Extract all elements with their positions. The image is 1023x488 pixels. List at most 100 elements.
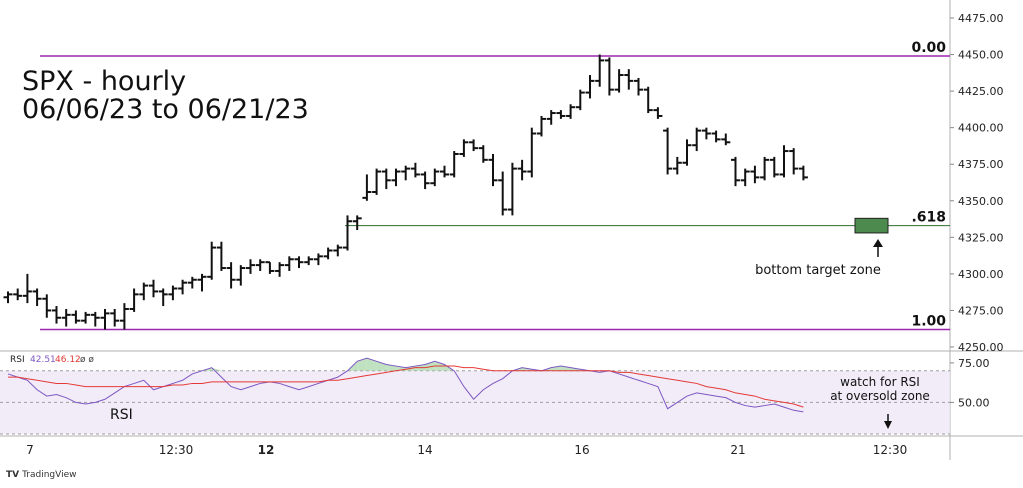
price-tick-label: 4300.00 <box>958 268 1004 281</box>
ohlc-bar <box>333 244 343 257</box>
ohlc-bar <box>168 285 178 301</box>
ohlc-bar <box>566 104 576 119</box>
price-tick-label: 4250.00 <box>958 341 1004 354</box>
ohlc-bar <box>760 156 770 181</box>
ohlc-bar <box>595 54 605 87</box>
ohlc-bar <box>614 69 624 93</box>
ohlc-bar <box>149 279 158 298</box>
time-tick-label: 14 <box>417 443 432 457</box>
time-tick-label: 7 <box>26 443 34 457</box>
rsi-overbought-fill <box>366 358 377 371</box>
price-tick-label: 4350.00 <box>958 195 1004 208</box>
ohlc-bar <box>323 247 333 260</box>
ohlc-bar <box>740 168 750 187</box>
price-tick-label: 4375.00 <box>958 158 1004 171</box>
ohlc-bar <box>110 308 120 327</box>
ohlc-bar <box>343 215 352 251</box>
ohlc-bar <box>624 69 634 90</box>
ohlc-bar <box>527 127 537 178</box>
ohlc-bar <box>32 288 42 307</box>
rsi-tick-label: 50.00 <box>958 396 990 409</box>
ohlc-bar <box>13 288 23 301</box>
ohlc-bar <box>478 145 488 163</box>
rsi-line <box>7 357 804 413</box>
time-tick-label: 21 <box>730 443 745 457</box>
ohlc-bar <box>362 174 372 201</box>
ohlc-bar <box>187 276 197 289</box>
rsi-overbought-fill <box>357 358 367 371</box>
chart-title: SPX - hourly <box>22 66 187 97</box>
ohlc-bar <box>265 261 275 274</box>
ohlc-bar <box>42 294 52 318</box>
ohlc-bar <box>663 127 673 175</box>
ohlc-bar <box>634 77 643 96</box>
ohlc-bar <box>61 308 71 327</box>
fib-level-label: 1.00 <box>911 313 946 329</box>
fib-level-label: .618 <box>911 210 946 226</box>
ohlc-bar <box>178 279 188 295</box>
rsi-overbought-fill <box>551 366 561 371</box>
ohlc-bar <box>90 311 100 327</box>
ohlc-bar <box>459 139 469 157</box>
target-zone-label: bottom target zone <box>755 263 881 278</box>
ohlc-bar <box>537 115 546 137</box>
ohlc-bar <box>449 151 459 178</box>
ohlc-bar <box>216 241 226 271</box>
rsi-legend-name: RSI <box>10 355 25 365</box>
ohlc-bar <box>672 156 682 175</box>
target-zone-box <box>854 217 889 234</box>
ohlc-bar <box>313 253 323 266</box>
rsi-overbought-fill <box>376 361 387 371</box>
ohlc-bar <box>197 273 207 292</box>
ohlc-bar <box>789 148 799 175</box>
time-tick-label: 12:30 <box>873 443 908 457</box>
ohlc-bar <box>255 259 265 271</box>
ohlc-bar <box>236 265 246 286</box>
ohlc-bar <box>139 282 149 301</box>
ohlc-bar <box>750 165 760 184</box>
ohlc-bar <box>391 168 401 187</box>
price-tick-label: 4425.00 <box>958 85 1004 98</box>
ohlc-bar <box>440 165 449 178</box>
ohlc-bar <box>575 89 585 111</box>
rsi-annotation-line1: watch for RSI <box>840 375 920 389</box>
ohlc-bar <box>304 256 314 266</box>
chart-subtitle: 06/06/23 to 06/21/23 <box>22 94 309 125</box>
ohlc-bar <box>469 139 479 152</box>
rsi-overbought-fill <box>560 366 571 371</box>
tradingview-logo: TV TradingView <box>6 470 77 480</box>
ohlc-bar <box>604 57 614 96</box>
ohlc-bar <box>701 127 711 140</box>
ohlc-bar <box>498 171 508 216</box>
price-pane: 4475.00 4450.00 4425.00 4400.00 4375.00 4350.… <box>0 0 1023 460</box>
price-tick-label: 4475.00 <box>958 12 1004 25</box>
price-tick-label: 4275.00 <box>958 304 1004 317</box>
ohlc-bar <box>682 139 692 166</box>
rsi-arrow-head <box>884 421 892 429</box>
fib-level-label: 0.00 <box>911 40 946 56</box>
time-tick-label: 16 <box>574 443 589 457</box>
rsi-legend-extra: ø ø <box>80 355 94 365</box>
ohlc-bar <box>352 215 362 231</box>
rsi-legend-value: 42.51 <box>30 355 56 365</box>
ohlc-bar <box>585 75 595 99</box>
ohlc-bar <box>81 311 91 324</box>
ohlc-bar <box>226 262 236 289</box>
ohlc-bar <box>410 162 420 178</box>
ohlc-bar <box>158 288 168 307</box>
price-tick-label: 4450.00 <box>958 49 1004 62</box>
ohlc-bar <box>430 168 440 187</box>
ohlc-bar <box>556 110 566 119</box>
ohlc-bar <box>798 165 808 181</box>
rsi-legend-ma-value: 46.12 <box>55 355 81 365</box>
ohlc-bar <box>52 306 61 324</box>
ohlc-bar <box>401 165 411 181</box>
ohlc-bar <box>779 145 789 178</box>
price-tick-label: 4325.00 <box>958 231 1004 244</box>
ohlc-bar <box>381 168 391 190</box>
ohlc-bar <box>22 273 32 304</box>
ohlc-bar <box>119 303 129 330</box>
ohlc-bar <box>488 153 498 187</box>
ohlc-bar <box>692 127 702 152</box>
